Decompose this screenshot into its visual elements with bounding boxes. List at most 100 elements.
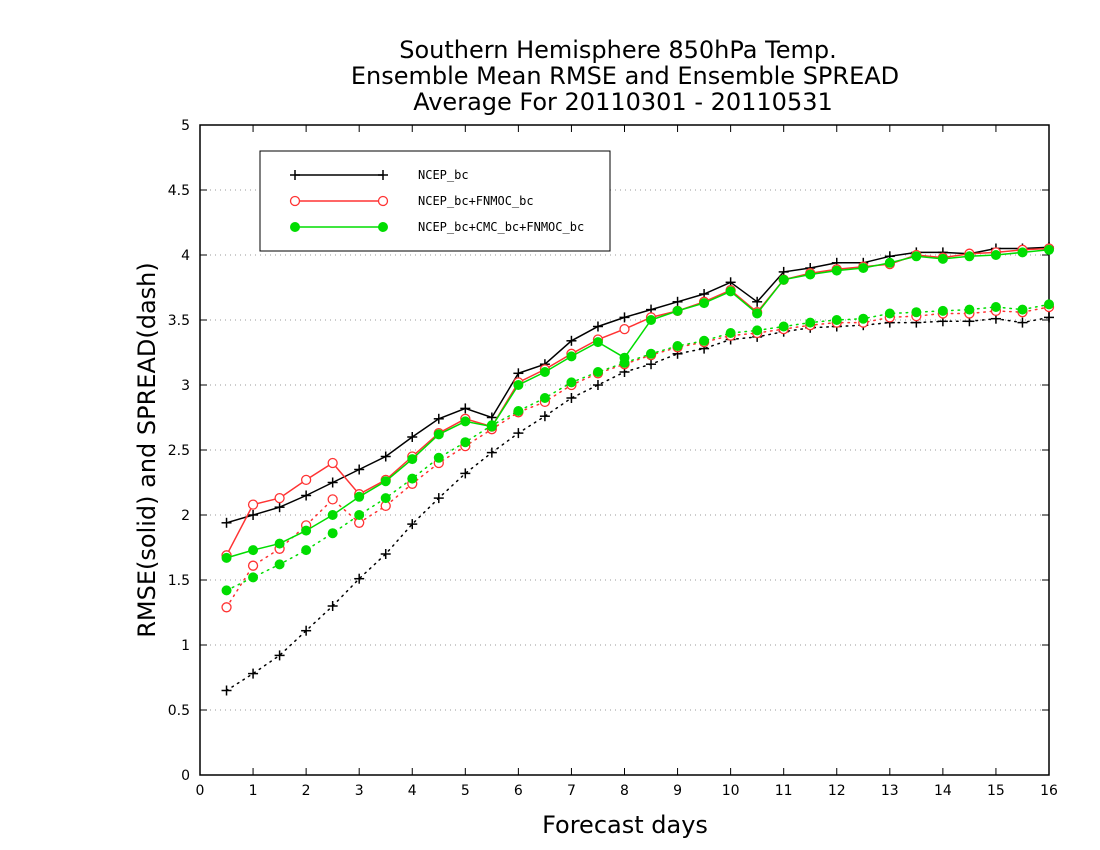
filled-circle-marker — [486, 421, 497, 432]
legend-entry: NCEP_bc+FNMOC_bc — [289, 194, 534, 208]
x-tick-label: 0 — [196, 783, 205, 799]
legend-label: NCEP_bc+CMC_bc+FNMOC_bc — [418, 220, 584, 234]
filled-circle-marker — [566, 351, 577, 362]
x-axis: 0 1 2 3 4 5 6 7 8 9 10 11 12 13 14 15 16 — [196, 125, 1058, 799]
x-tick-label: 10 — [722, 783, 740, 799]
plus-marker — [460, 403, 471, 414]
plus-marker — [486, 447, 497, 458]
filled-circle-marker — [858, 313, 869, 324]
filled-circle-marker — [460, 437, 471, 448]
filled-circle-marker — [433, 452, 444, 463]
plus-marker — [380, 549, 391, 559]
filled-circle-marker — [805, 269, 816, 280]
open-circle-marker — [377, 195, 389, 207]
filled-circle-marker — [884, 308, 895, 319]
filled-circle-marker — [539, 393, 550, 403]
plus-marker — [566, 393, 577, 403]
filled-circle-marker — [378, 222, 388, 232]
legend: NCEP_bc NCEP_bc+FNMOC_bc NCEP_bc+CMC_bc+FN… — [259, 150, 611, 252]
plus-marker — [290, 170, 300, 180]
filled-circle-marker — [513, 406, 524, 416]
filled-circle-marker — [274, 538, 285, 549]
plus-marker — [380, 451, 391, 462]
filled-circle-marker — [274, 559, 285, 570]
plus-marker — [513, 368, 524, 379]
spread-line — [225, 303, 1050, 592]
filled-circle-marker — [699, 298, 710, 309]
filled-circle-marker — [433, 429, 444, 440]
plus-marker — [407, 432, 418, 442]
series-ncep-bc-cmc-bc-fnmoc-bc-spread — [221, 299, 1054, 596]
filled-circle-marker — [699, 335, 710, 346]
series-ncep-bc-cmc-bc-fnmoc-bc-rmse — [221, 244, 1054, 563]
plus-marker — [221, 685, 232, 696]
filled-circle-marker — [1017, 304, 1028, 315]
plus-marker — [566, 335, 577, 346]
filled-circle-marker — [513, 380, 524, 390]
rmse-line — [226, 249, 1050, 559]
filled-circle-marker — [566, 377, 577, 388]
filled-circle-marker — [407, 473, 418, 484]
filled-circle-marker — [221, 585, 232, 596]
filled-circle-marker — [646, 315, 657, 325]
open-circle-marker — [327, 457, 338, 469]
series-ncep-bc-fnmoc-bc-rmse — [221, 243, 1055, 561]
plus-marker — [433, 413, 444, 424]
plus-marker — [354, 573, 365, 584]
filled-circle-marker — [752, 308, 763, 319]
plus-marker — [407, 519, 418, 530]
filled-circle-marker — [592, 337, 603, 348]
filled-circle-marker — [407, 454, 418, 465]
x-tick-label: 16 — [1040, 783, 1058, 799]
x-tick-label: 8 — [620, 783, 629, 799]
x-tick-label: 9 — [673, 783, 682, 799]
filled-circle-marker — [778, 274, 789, 285]
y-tick-label: 4.5 — [168, 183, 190, 199]
x-tick-label: 15 — [987, 783, 1005, 799]
filled-circle-marker — [725, 328, 736, 338]
spread-line — [225, 306, 1050, 609]
filled-circle-marker — [752, 325, 763, 336]
filled-circle-marker — [354, 510, 365, 520]
x-tick-label: 5 — [461, 783, 470, 799]
filled-circle-marker — [884, 257, 895, 268]
filled-circle-marker — [248, 572, 259, 583]
filled-circle-marker — [937, 305, 948, 316]
plus-marker — [672, 296, 683, 307]
y-tick-label: 0 — [181, 768, 190, 784]
filled-circle-marker — [327, 528, 338, 539]
filled-circle-marker — [778, 321, 789, 332]
filled-circle-marker — [990, 302, 1001, 312]
plus-marker — [248, 668, 259, 679]
plus-marker — [592, 380, 603, 390]
plus-marker — [327, 601, 338, 611]
filled-circle-marker — [592, 367, 603, 377]
y-tick-label: 3.5 — [168, 313, 190, 329]
filled-circle-marker — [646, 348, 657, 359]
x-tick-label: 3 — [355, 783, 364, 799]
filled-circle-marker — [725, 286, 736, 297]
filled-circle-marker — [1017, 247, 1028, 258]
y-tick-label: 0.5 — [168, 703, 190, 719]
filled-circle-marker — [831, 265, 842, 276]
filled-circle-marker — [672, 341, 683, 351]
filled-circle-marker — [221, 552, 232, 563]
x-tick-label: 4 — [408, 783, 417, 799]
filled-circle-marker — [1044, 299, 1054, 310]
x-tick-label: 7 — [567, 783, 576, 799]
plus-marker — [221, 517, 232, 528]
plus-marker — [513, 428, 524, 439]
plus-marker — [301, 625, 312, 636]
filled-circle-marker — [990, 250, 1001, 260]
legend-entries: NCEP_bc NCEP_bc+FNMOC_bc NCEP_bc+CMC_bc+FN… — [289, 168, 584, 234]
y-axis: 0 0.5 1 1.5 2 2.5 3 3.5 4 4.5 5 — [168, 118, 1049, 784]
y-axis-label: RMSE(solid) and SPREAD(dash) — [133, 262, 161, 638]
series-ncep-bc-fnmoc-bc-spread — [221, 301, 1055, 613]
chart-title-line-1: Southern Hemisphere 850hPa Temp. — [399, 36, 836, 64]
plus-marker — [460, 468, 471, 479]
open-circle-marker — [327, 494, 338, 505]
filled-circle-marker — [301, 525, 312, 536]
filled-circle-marker — [911, 307, 922, 318]
plus-marker — [539, 411, 550, 422]
plus-marker — [378, 170, 388, 180]
